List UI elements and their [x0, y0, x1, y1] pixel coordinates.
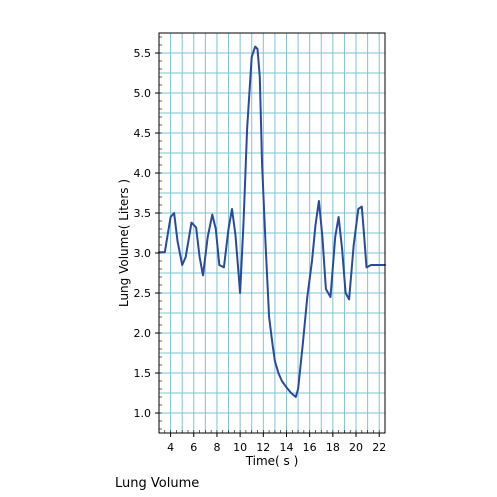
lung-volume-series-line — [158, 45, 386, 398]
x-tick-label: 22 — [372, 441, 386, 454]
y-tick-label: 1.5 — [134, 367, 152, 380]
y-tick-label: 4.5 — [134, 127, 152, 140]
x-axis-ticks: 4 6 8 10 12 14 16 18 20 22 — [167, 433, 386, 454]
y-tick-label: 2.0 — [134, 327, 152, 340]
x-tick-label: 10 — [233, 441, 247, 454]
x-tick-label: 4 — [167, 441, 174, 454]
y-tick-label: 3.0 — [134, 247, 152, 260]
series-layer — [158, 45, 386, 398]
chart-grid — [158, 33, 385, 433]
x-tick-label: 6 — [190, 441, 197, 454]
y-axis-ticks: 1.0 1.5 2.0 2.5 3.0 3.5 4.0 4.5 5.0 5.5 — [134, 47, 159, 420]
chart-caption: Lung Volume — [115, 476, 200, 491]
y-tick-label: 5.5 — [134, 47, 152, 60]
x-tick-label: 14 — [279, 441, 293, 454]
x-tick-label: 8 — [213, 441, 220, 454]
y-tick-label: 1.0 — [134, 407, 152, 420]
x-tick-label: 16 — [303, 441, 317, 454]
x-tick-label: 12 — [256, 441, 270, 454]
x-tick-label: 20 — [349, 441, 363, 454]
y-tick-label: 5.0 — [134, 87, 152, 100]
y-axis-label: Lung Volume( Liters ) — [117, 179, 131, 307]
y-tick-label: 3.5 — [134, 207, 152, 220]
x-axis-label: Time( s ) — [245, 454, 299, 468]
y-tick-label: 2.5 — [134, 287, 152, 300]
plot-frame — [158, 32, 386, 434]
minor-tick-marks — [159, 36, 380, 433]
x-tick-label: 18 — [326, 441, 340, 454]
y-tick-label: 4.0 — [134, 167, 152, 180]
